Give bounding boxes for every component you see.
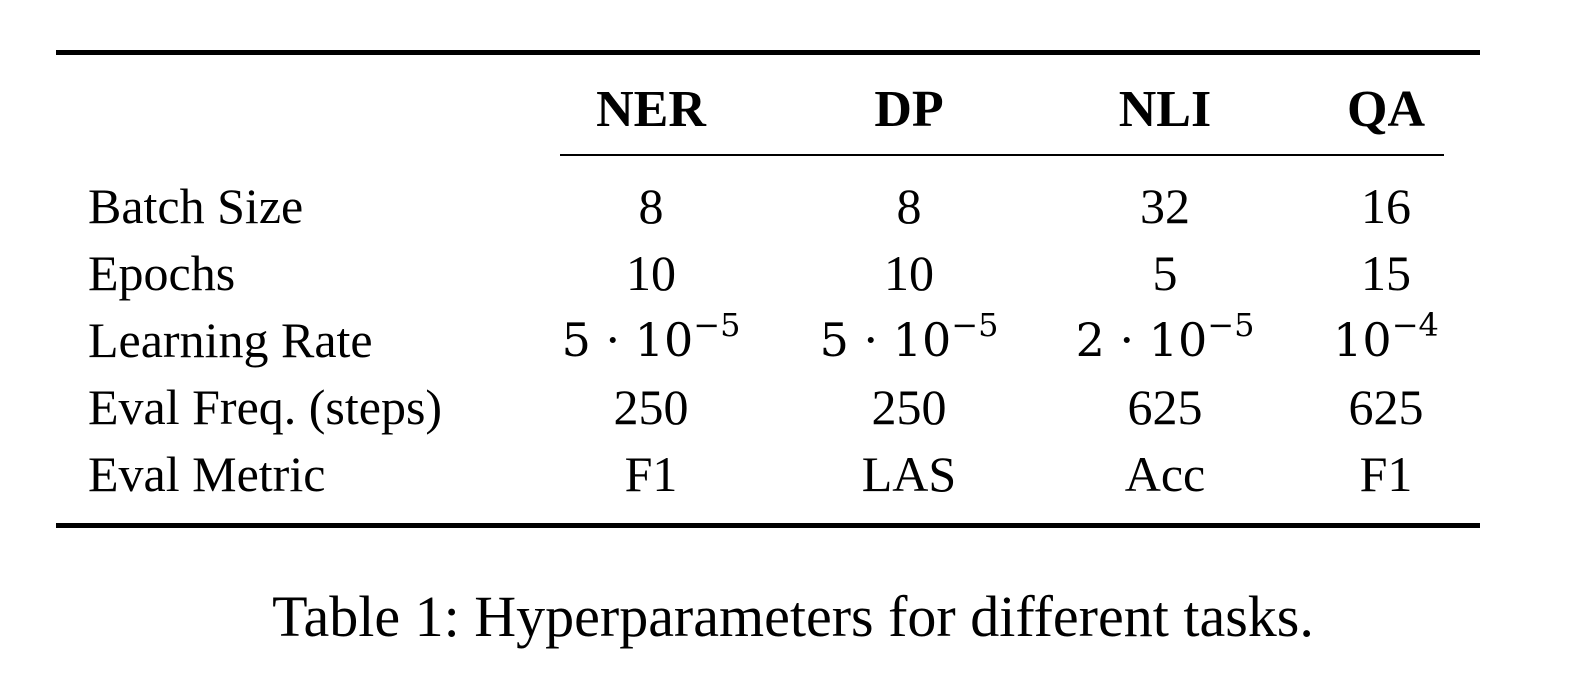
column-header-ner: NER (596, 81, 706, 138)
table-row-epochs: Epochs 10 10 5 15 (56, 239, 1480, 307)
lr-base: 2 · 10 (1075, 313, 1208, 367)
table-bottom-rule (56, 523, 1480, 528)
lr-base: 5 · 10 (819, 313, 952, 367)
table-cell: 10−4 (1296, 306, 1476, 374)
table-cell: 250 (613, 379, 689, 435)
lr-exponent: −4 (1391, 305, 1439, 344)
lr-exponent: −5 (1207, 305, 1255, 344)
table-cell: 10 (884, 245, 934, 301)
table-cell: 5 · 10−5 (536, 306, 766, 374)
table-cell: 2 · 10−5 (1050, 306, 1280, 374)
table-cell: 625 (1348, 379, 1424, 435)
table-cell: LAS (861, 446, 957, 502)
table-row-eval-metric: Eval Metric F1 LAS Acc F1 (56, 440, 1480, 508)
lr-exponent: −5 (951, 305, 999, 344)
table-cell: 250 (871, 379, 947, 435)
row-label: Epochs (88, 245, 236, 301)
table-row-batch-size: Batch Size 8 8 32 16 (56, 172, 1480, 240)
table-cell: 5 · 10−5 (794, 306, 1024, 374)
lr-exponent: −5 (693, 305, 741, 344)
lr-base: 10 (1333, 313, 1392, 367)
table-cell: 15 (1361, 245, 1411, 301)
column-header-qa: QA (1347, 81, 1425, 138)
column-header-dp: DP (874, 81, 944, 138)
table-cell: Acc (1124, 446, 1206, 502)
table-cell: 5 (1152, 245, 1178, 301)
row-label: Eval Metric (88, 446, 326, 502)
table-cell: 625 (1127, 379, 1203, 435)
table-cell: F1 (1359, 446, 1413, 502)
table-row-learning-rate: Learning Rate 5 · 10−5 5 · 10−5 2 · 10−5… (56, 306, 1480, 374)
table-row-eval-freq: Eval Freq. (steps) 250 250 625 625 (56, 373, 1480, 441)
lr-base: 5 · 10 (561, 313, 694, 367)
table-caption: Table 1: Hyperparameters for different t… (272, 584, 1314, 649)
table-cell: 10 (626, 245, 676, 301)
table-top-rule (56, 50, 1480, 55)
column-header-nli: NLI (1118, 81, 1212, 138)
table-cell: F1 (624, 446, 678, 502)
table-cell: 32 (1140, 178, 1190, 234)
table-cell: 16 (1361, 178, 1411, 234)
table-cell: 8 (638, 178, 664, 234)
row-label: Batch Size (88, 178, 304, 234)
header-mid-rule (560, 154, 1444, 156)
row-label: Learning Rate (88, 312, 373, 368)
row-label: Eval Freq. (steps) (88, 379, 443, 435)
table-cell: 8 (896, 178, 922, 234)
